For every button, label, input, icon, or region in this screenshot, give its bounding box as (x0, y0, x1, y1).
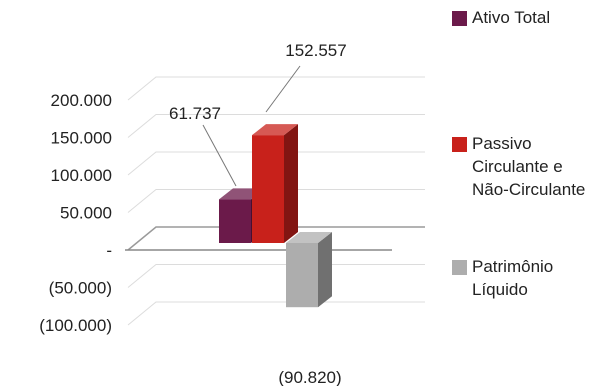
data-label-leaders (202, 65, 301, 187)
gridline (127, 301, 425, 326)
legend-label-passivo: Passivo Circulante e Não-Circulante (472, 134, 586, 199)
gridline (127, 189, 425, 213)
y-tick-label: 150.000 (51, 129, 112, 148)
zero-gridline (127, 226, 425, 251)
gridline (127, 76, 425, 101)
data-label-leader (265, 65, 301, 113)
y-tick-label: 50.000 (60, 204, 112, 223)
y-axis-tick-labels: 200.000 150.000 100.000 50.000 - (50.000) (100… (39, 91, 112, 335)
legend-label-ativo-total: Ativo Total (472, 8, 551, 27)
gridline (127, 151, 425, 176)
bar-top (252, 124, 298, 136)
y-tick-label: 100.000 (51, 166, 112, 185)
legend-swatch-ativo-total (452, 11, 467, 26)
data-label: 152.557 (285, 41, 346, 60)
data-label-leader (202, 124, 237, 187)
y-tick-label: - (106, 241, 112, 260)
legend-swatch-patrimonio (452, 260, 467, 275)
gridlines (125, 76, 425, 326)
bar-front (219, 199, 251, 243)
bar-passivo-circulante-e-nao-circulante (252, 124, 298, 243)
gridline (127, 114, 425, 138)
y-tick-label: (100.000) (39, 316, 112, 335)
data-label: 61.737 (169, 104, 221, 123)
bar-front (252, 135, 284, 243)
bar-side (284, 124, 298, 243)
data-labels: 61.737 152.557 (90.820) (169, 41, 347, 386)
gridline (127, 264, 425, 288)
legend-item-ativo-total: Ativo Total (452, 6, 592, 29)
y-tick-label: 200.000 (51, 91, 112, 110)
bar-patrimonio-liquido (286, 232, 332, 308)
bar-top (286, 232, 332, 243)
legend-label-patrimonio: Patrimônio Líquido (472, 257, 554, 299)
legend-swatch-passivo (452, 137, 467, 152)
bar-front (286, 243, 318, 308)
legend-item-passivo: Passivo Circulante e Não-Circulante (452, 132, 592, 201)
y-tick-label: (50.000) (49, 279, 112, 298)
legend-item-patrimonio: Patrimônio Líquido (452, 255, 592, 301)
bars (219, 124, 332, 308)
bar-side (318, 232, 332, 308)
data-label: (90.820) (278, 368, 341, 386)
